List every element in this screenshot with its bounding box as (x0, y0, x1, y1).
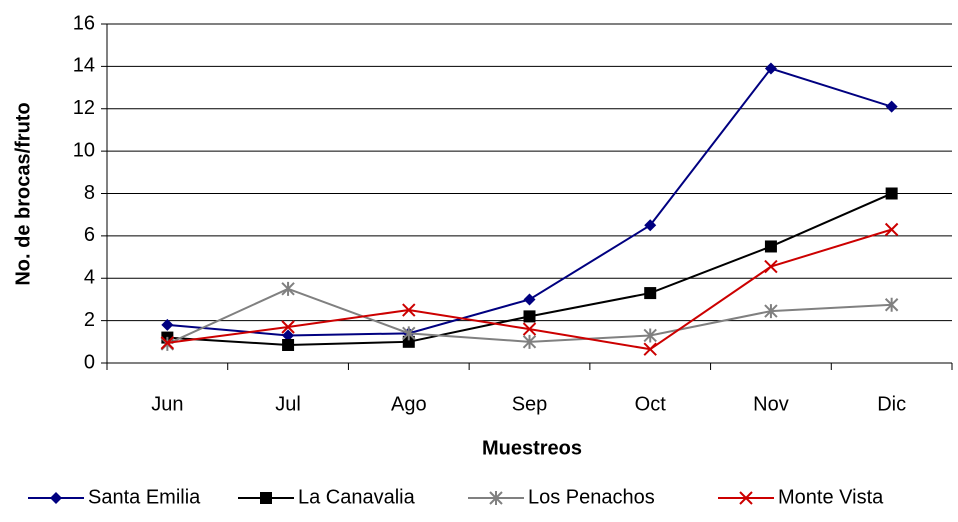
marker (523, 293, 536, 306)
y-tick-label: 8 (84, 182, 95, 204)
marker (643, 342, 657, 356)
x-tick-label: Jun (151, 393, 183, 415)
y-tick-label: 2 (84, 309, 95, 331)
legend-label: La Canavalia (298, 486, 416, 508)
legend-label: Los Penachos (528, 486, 655, 508)
y-tick-label: 6 (84, 224, 95, 246)
marker (161, 318, 174, 331)
marker (644, 219, 657, 232)
marker (281, 281, 295, 296)
x-tick-label: Jul (275, 393, 301, 415)
marker (884, 297, 899, 312)
marker (884, 222, 899, 237)
y-tick-label: 16 (73, 12, 95, 34)
series-line (167, 228, 892, 351)
marker (764, 240, 777, 253)
y-axis-label: No. de brocas/fruto (12, 102, 34, 285)
marker (522, 322, 537, 336)
x-axis-label: Muestreos (482, 437, 582, 459)
y-tick-label: 0 (84, 351, 95, 373)
marker (523, 310, 536, 323)
marker (522, 334, 537, 349)
marker (402, 335, 415, 348)
legend-label: Santa Emilia (88, 486, 201, 508)
marker (402, 326, 416, 341)
x-tick-label: Oct (635, 393, 667, 415)
marker (402, 303, 416, 317)
y-tick-label: 14 (73, 55, 95, 77)
x-tick-label: Ago (391, 393, 427, 415)
x-tick-label: Nov (753, 393, 789, 415)
y-tick-label: 4 (84, 267, 95, 289)
y-tick-label: 10 (73, 139, 95, 161)
marker (281, 320, 295, 334)
marker (644, 287, 657, 300)
marker (885, 187, 898, 200)
y-tick-label: 12 (73, 97, 95, 119)
marker (282, 329, 295, 342)
marker (764, 62, 777, 75)
marker (643, 328, 657, 343)
marker (885, 100, 898, 113)
marker (160, 336, 175, 350)
marker (489, 491, 503, 505)
marker (764, 304, 778, 319)
marker (282, 338, 295, 351)
marker (739, 491, 753, 505)
x-tick-label: Dic (877, 393, 906, 415)
x-tick-label: Sep (512, 393, 548, 415)
marker (260, 492, 272, 504)
legend-label: Monte Vista (778, 486, 884, 508)
marker (764, 259, 778, 274)
marker (50, 492, 62, 504)
